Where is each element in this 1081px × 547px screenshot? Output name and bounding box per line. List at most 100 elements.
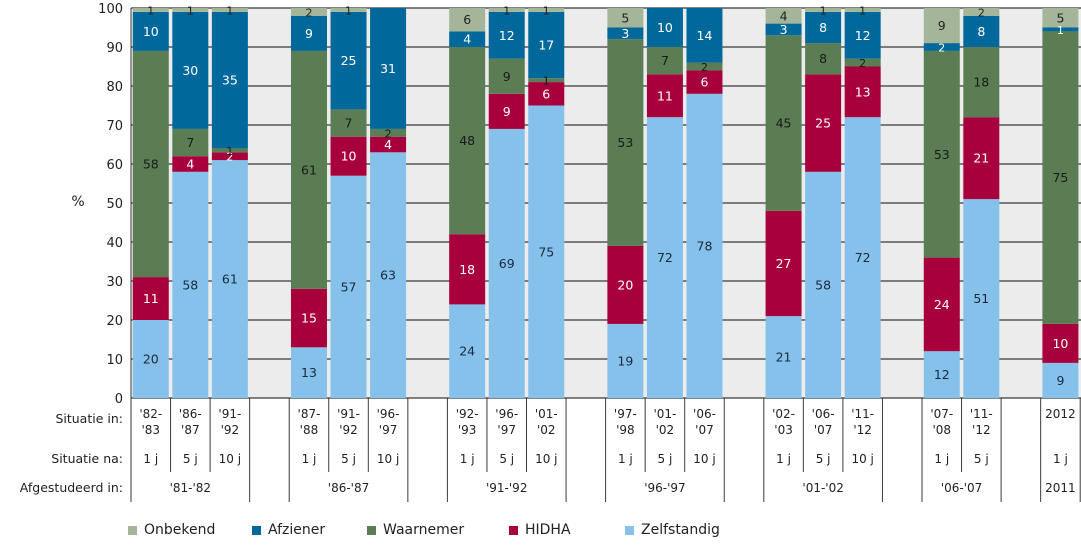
data-label: 72: [855, 250, 871, 265]
y-tick-label: 70: [106, 119, 123, 134]
y-tick-label: 80: [106, 80, 123, 95]
data-label: 20: [617, 277, 633, 292]
y-axis: 0 10 20 30 40 50 60 70 80 90 100: [98, 2, 132, 407]
bar-segment-onbekend: [132, 8, 169, 12]
afgestudeerd-in-label: '86-'87: [328, 481, 369, 495]
data-label: 10: [657, 20, 673, 35]
bar-segment-onbekend: [211, 8, 248, 12]
data-label: 58: [815, 277, 831, 292]
bar-segment-afziener: [923, 43, 960, 51]
situatie-in-label: '02: [537, 423, 556, 437]
legend-item-hidha: HIDHA: [509, 522, 571, 538]
situatie-in-label: '08: [932, 423, 951, 437]
afgestudeerd-in-label: '06-'07: [941, 481, 982, 495]
bar-segment-afziener: [290, 15, 327, 51]
data-label: 2: [938, 42, 945, 55]
data-label: 1: [345, 4, 352, 17]
bar-segment-hidha: [449, 234, 486, 305]
data-label: 1: [147, 4, 154, 17]
situatie-in-label: '02: [656, 423, 675, 437]
bar-segment-hidha: [646, 74, 683, 118]
bar-segment-zelfstandig: [805, 171, 842, 398]
bar-segment-waarnemer: [488, 58, 525, 94]
legend-swatch: [509, 525, 518, 535]
data-label: 11: [143, 291, 159, 306]
bar-segment-onbekend: [923, 8, 960, 44]
bar-segment-waarnemer: [765, 35, 802, 211]
data-label: 1: [187, 4, 194, 17]
bar-segment-waarnemer: [607, 39, 644, 246]
situatie-in-label: '96-: [495, 407, 518, 421]
situatie-in-label: '01-: [535, 407, 558, 421]
data-label: 61: [222, 272, 238, 287]
data-label: 4: [186, 157, 194, 172]
situatie-in-label: '93: [458, 423, 477, 437]
legend-swatch: [128, 525, 137, 535]
bar-segment-hidha: [923, 257, 960, 352]
data-label: 9: [305, 26, 313, 41]
bar-segment-zelfstandig: [488, 128, 525, 398]
situatie-in-label: '96-: [377, 407, 400, 421]
data-label: 21: [973, 151, 989, 166]
bar-segment-afziener: [844, 11, 881, 59]
bar-segment-hidha: [211, 152, 248, 161]
bar-segment-hidha: [686, 70, 723, 94]
data-label: 2: [701, 61, 708, 74]
data-label: 35: [222, 73, 238, 88]
y-tick-label: 60: [106, 158, 123, 173]
afgestudeerd-in-label: '91-'92: [486, 481, 527, 495]
data-label: 25: [815, 116, 831, 131]
bar-segment-waarnemer: [844, 58, 881, 67]
data-label: 19: [617, 353, 633, 368]
bar-segment-zelfstandig: [1042, 362, 1079, 398]
data-label: 18: [973, 75, 989, 90]
situatie-na-label: 10 j: [219, 452, 241, 466]
bar-segment-onbekend: [844, 8, 881, 12]
afgestudeerd-in-label: '81-'82: [170, 481, 211, 495]
bar-segment-waarnemer: [923, 50, 960, 258]
bar-segment-waarnemer: [211, 148, 248, 153]
data-label: 2: [385, 127, 392, 140]
bar-segment-zelfstandig: [923, 351, 960, 398]
bar-segment-hidha: [370, 136, 407, 153]
situatie-na-label: 10 j: [693, 452, 715, 466]
bar-segment-waarnemer: [290, 50, 327, 289]
situatie-in-label: '88: [300, 423, 319, 437]
legend-label: Waarnemer: [383, 522, 465, 538]
situatie-na-label: 1 j: [1053, 452, 1068, 466]
y-tick-label: 100: [98, 2, 123, 17]
bar-segment-onbekend: [172, 8, 209, 12]
situatie-in-label: '92: [339, 423, 358, 437]
bars: [132, 8, 1079, 399]
situatie-in-label: '11-: [970, 407, 993, 421]
legend: Onbekend Afziener Waarnemer HIDHA Zelfstandi…: [0, 522, 1081, 546]
bar-segment-onbekend: [765, 8, 802, 24]
situatie-na-label: 1 j: [776, 452, 791, 466]
legend-item-afziener: Afziener: [252, 522, 325, 538]
situatie-na-label: 1 j: [934, 452, 949, 466]
bar-segment-onbekend: [330, 8, 367, 12]
bar-segment-hidha: [1042, 323, 1079, 363]
data-label: 14: [697, 28, 713, 43]
situatie-in-label: '11-: [851, 407, 874, 421]
situatie-in-label: '07: [814, 423, 833, 437]
data-label: 3: [780, 22, 788, 37]
situatie-in-label: '87-: [298, 407, 321, 421]
situatie-na-label: 5 j: [499, 452, 514, 466]
data-label: 7: [661, 53, 669, 68]
y-tick-label: 20: [106, 314, 123, 329]
data-label: 10: [143, 24, 159, 39]
bar-segment-onbekend: [1042, 8, 1079, 28]
bar-segment-zelfstandig: [765, 316, 802, 398]
bar-segment-onbekend: [290, 8, 327, 16]
data-label: 3: [621, 26, 629, 41]
afgestudeerd-in-label: '96-'97: [644, 481, 685, 495]
data-label: 24: [459, 344, 475, 359]
row-label-situatie-in: Situatie in:: [55, 411, 123, 426]
y-tick-label: 0: [115, 392, 123, 407]
data-label: 1: [503, 4, 510, 17]
data-label: 1: [226, 145, 233, 158]
bar-segment-hidha: [844, 66, 881, 118]
y-tick-label: 90: [106, 41, 123, 56]
